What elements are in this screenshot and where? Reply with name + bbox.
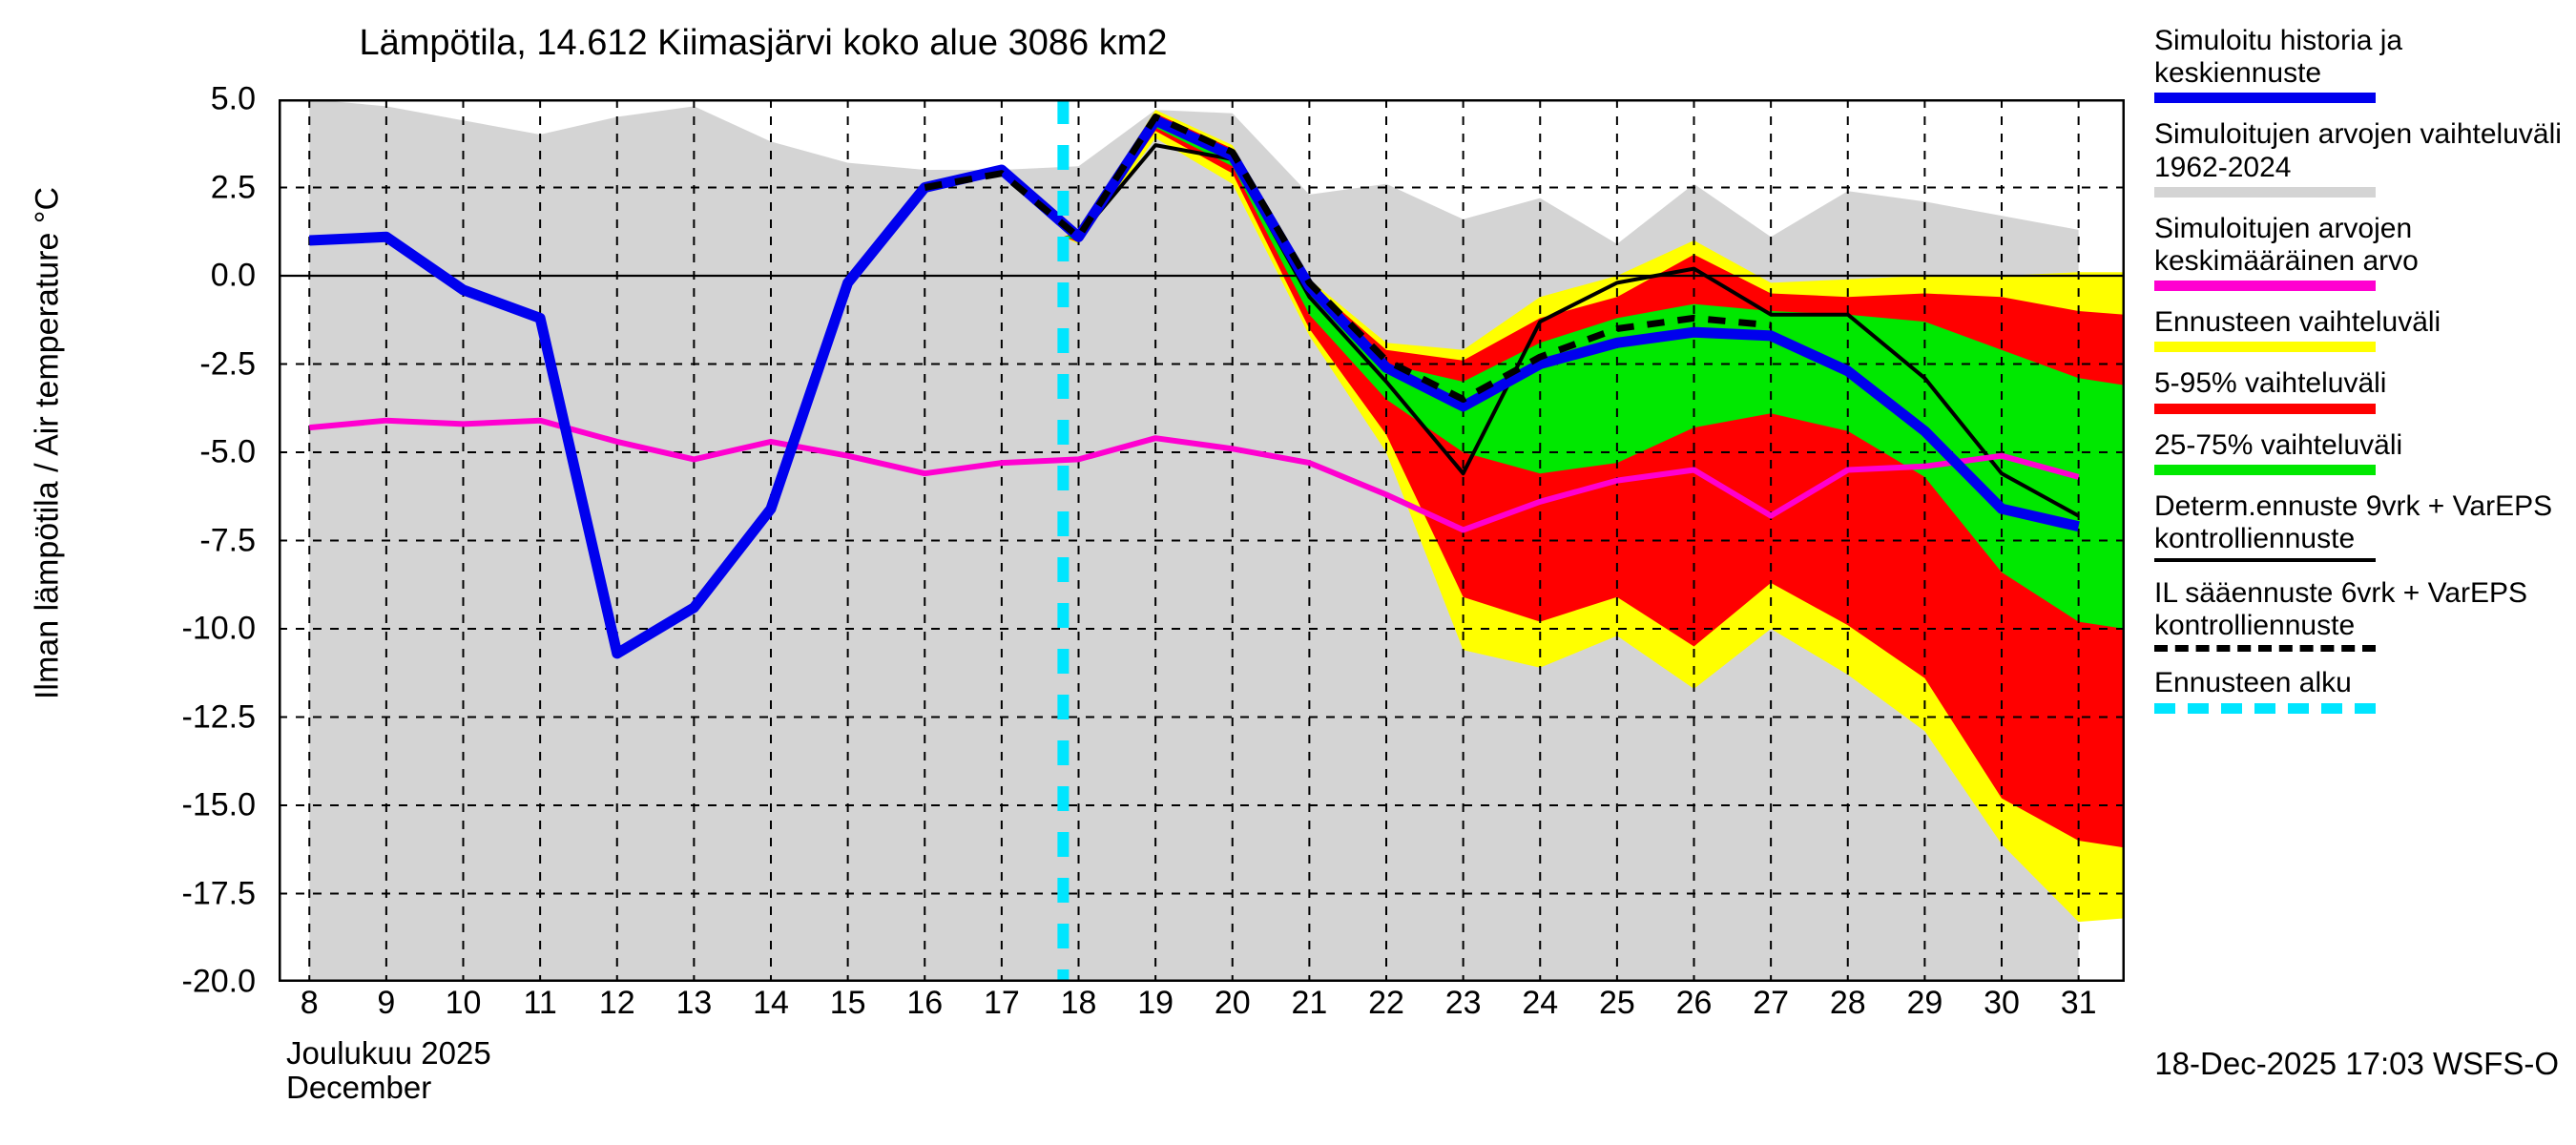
y-axis-title: Ilman lämpötila / Air temperature °C <box>29 186 66 700</box>
x-axis-tick: 28 <box>1829 985 1866 1021</box>
band-ff0000 <box>1063 113 2125 848</box>
x-axis-tick: 15 <box>829 985 866 1021</box>
legend-item: Ennusteen alku <box>2154 667 2565 714</box>
x-axis-tick: 29 <box>1906 985 1943 1021</box>
legend-item: IL sääennuste 6vrk + VarEPS kontrollienn… <box>2154 577 2565 653</box>
x-axis-tick-labels: 8 9 10 11 12 13 14 15 16 17 18 19 20 21 22 23 24 25 26 27 28… <box>279 985 2125 1032</box>
legend-swatch <box>2154 342 2376 353</box>
series-line <box>1000 143 2080 518</box>
chart-legend: Simuloitu historia ja keskiennuste Simulo… <box>2154 25 2565 729</box>
series-line <box>309 114 2080 659</box>
x-axis-month-en: December <box>286 1069 432 1105</box>
x-axis-tick: 11 <box>523 985 557 1021</box>
x-axis-tick: 18 <box>1060 985 1097 1021</box>
plot-area <box>279 99 2125 982</box>
legend-swatch <box>2154 281 2376 292</box>
y-axis-tick: -12.5 <box>181 698 257 735</box>
x-axis-tick: 16 <box>906 985 944 1021</box>
series-line <box>924 114 1772 403</box>
x-axis-tick: 25 <box>1598 985 1635 1021</box>
series-line <box>309 417 2080 533</box>
y-axis-tick: -5.0 <box>199 433 256 470</box>
footer-timestamp: 18-Dec-2025 17:03 WSFS-O <box>2154 1046 2559 1081</box>
y-axis-tick-labels: 5.0 2.5 0.0 -2.5 -5.0 -7.5 -10.0 -12.5 -15.0 -17.… <box>0 81 257 1000</box>
y-axis-tick: -17.5 <box>181 875 257 911</box>
legend-item: Simuloitujen arvojen vaihteluväli 1962-2… <box>2154 118 2565 198</box>
legend-label: Simuloitujen arvojen keskimääräinen arvo <box>2154 212 2419 277</box>
legend-swatch <box>2154 702 2376 714</box>
y-axis-tick: -10.0 <box>181 610 257 647</box>
chart-svg <box>279 99 2125 982</box>
x-axis-tick: 31 <box>2060 985 2097 1021</box>
x-axis-tick: 10 <box>445 985 482 1021</box>
x-axis-month-label: Joulukuu 2025 December <box>286 1036 491 1104</box>
legend-label: Ennusteen vaihteluväli <box>2154 306 2441 339</box>
y-axis-tick: -20.0 <box>181 963 257 1000</box>
legend-item: 25-75% vaihteluväli <box>2154 429 2565 475</box>
legend-label: 5-95% vaihteluväli <box>2154 367 2387 400</box>
y-axis-tick: 0.0 <box>210 257 256 294</box>
x-axis-tick: 22 <box>1368 985 1404 1021</box>
y-axis-tick: -15.0 <box>181 786 257 823</box>
y-axis-tick: -7.5 <box>199 522 256 558</box>
x-axis-tick: 21 <box>1291 985 1328 1021</box>
x-axis-tick: 26 <box>1675 985 1713 1021</box>
x-axis-tick: 8 <box>300 985 319 1021</box>
x-axis-month-fi: Joulukuu 2025 <box>286 1035 491 1071</box>
legend-item: Ennusteen vaihteluväli <box>2154 306 2565 353</box>
x-axis-tick: 17 <box>983 985 1020 1021</box>
x-axis-tick: 12 <box>598 985 635 1021</box>
y-axis-tick: 5.0 <box>210 80 256 117</box>
x-axis-tick: 19 <box>1137 985 1174 1021</box>
x-axis-tick: 20 <box>1214 985 1251 1021</box>
legend-label: Simuloitujen arvojen vaihteluväli 1962-2… <box>2154 118 2562 183</box>
legend-swatch <box>2154 464 2376 475</box>
legend-label: Simuloitu historia ja keskiennuste <box>2154 25 2403 90</box>
legend-swatch <box>2154 645 2376 653</box>
legend-swatch <box>2154 93 2376 104</box>
band-00e800 <box>1063 116 2125 629</box>
legend-swatch <box>2154 558 2376 563</box>
x-axis-tick: 13 <box>675 985 713 1021</box>
x-axis-tick: 24 <box>1522 985 1559 1021</box>
x-axis-tick: 14 <box>753 985 789 1021</box>
legend-swatch <box>2154 186 2376 198</box>
page-title: Lämpötila, 14.612 Kiimasjärvi koko alue … <box>359 23 1168 63</box>
legend-item: Simuloitu historia ja keskiennuste <box>2154 25 2565 104</box>
y-axis-tick: -2.5 <box>199 345 256 382</box>
legend-item: 5-95% vaihteluväli <box>2154 367 2565 414</box>
x-axis-tick: 30 <box>1984 985 2020 1021</box>
legend-label: 25-75% vaihteluväli <box>2154 428 2403 461</box>
x-axis-tick: 23 <box>1444 985 1482 1021</box>
y-axis-tick: 2.5 <box>210 169 256 205</box>
legend-label: Ennusteen alku <box>2154 667 2352 699</box>
legend-label: Determ.ennuste 9vrk + VarEPS kontrollien… <box>2154 489 2553 554</box>
legend-label: IL sääennuste 6vrk + VarEPS kontrollienn… <box>2154 577 2528 642</box>
legend-item: Determ.ennuste 9vrk + VarEPS kontrollien… <box>2154 489 2565 563</box>
x-axis-tick: 27 <box>1753 985 1790 1021</box>
x-axis-tick: 9 <box>377 985 396 1021</box>
legend-swatch <box>2154 403 2376 414</box>
legend-item: Simuloitujen arvojen keskimääräinen arvo <box>2154 212 2565 292</box>
